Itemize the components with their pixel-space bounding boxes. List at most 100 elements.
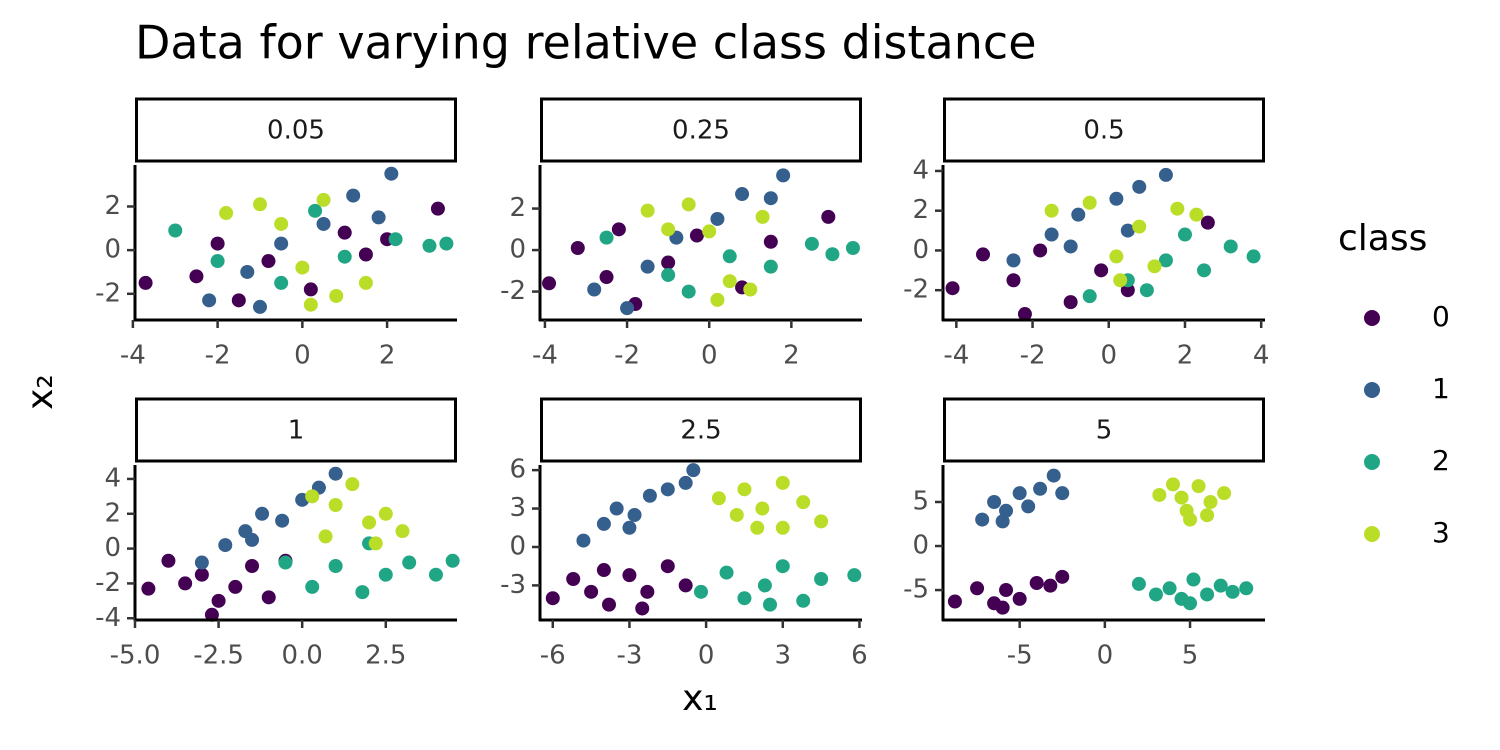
point — [1109, 191, 1124, 206]
point — [999, 503, 1014, 518]
y-tick-label: 0 — [509, 531, 526, 561]
point — [763, 234, 778, 249]
x-tick-label: 5 — [1182, 641, 1199, 671]
x-tick-label: 4 — [1253, 341, 1270, 371]
point — [945, 281, 960, 296]
point — [1012, 591, 1027, 606]
y-tick-label: 2 — [104, 191, 121, 221]
point — [219, 206, 234, 221]
point — [278, 555, 293, 570]
point — [194, 555, 209, 570]
point — [1152, 487, 1167, 502]
point — [1158, 253, 1173, 268]
point — [274, 236, 289, 251]
point — [947, 594, 962, 609]
point — [775, 520, 790, 535]
x-tick-label: -2 — [205, 341, 231, 371]
point — [378, 506, 393, 521]
point — [599, 270, 614, 285]
y-tick-label: 0 — [509, 235, 526, 265]
point — [211, 593, 226, 608]
y-tick-label: -4 — [95, 603, 121, 633]
point — [161, 553, 176, 568]
point — [640, 259, 655, 274]
point — [1147, 259, 1162, 274]
point — [743, 282, 758, 297]
strip — [540, 397, 862, 463]
point — [303, 282, 318, 297]
point — [737, 482, 752, 497]
point — [678, 475, 693, 490]
point — [689, 228, 704, 243]
point — [1174, 490, 1189, 505]
point — [660, 559, 675, 574]
legend-swatch — [1364, 454, 1380, 470]
point — [814, 514, 829, 529]
y-tick-label: 0 — [104, 533, 121, 563]
point — [776, 168, 791, 183]
point — [1055, 486, 1070, 501]
point — [970, 581, 985, 596]
point — [735, 187, 750, 202]
point — [635, 601, 650, 616]
point — [274, 275, 289, 290]
point — [1200, 215, 1215, 230]
point — [1012, 486, 1027, 501]
point — [384, 166, 399, 181]
point — [681, 197, 696, 212]
point — [584, 584, 599, 599]
strip-label: 2.5 — [680, 416, 721, 446]
point — [1044, 227, 1059, 242]
point — [999, 583, 1014, 598]
point — [622, 520, 637, 535]
y-tick-label: -2 — [95, 568, 121, 598]
point — [1044, 203, 1059, 218]
point — [722, 249, 737, 264]
strip — [943, 397, 1265, 463]
point — [681, 284, 696, 299]
point — [660, 482, 675, 497]
point — [1082, 289, 1097, 304]
point — [231, 293, 246, 308]
point — [252, 197, 267, 212]
point — [640, 203, 655, 218]
point — [763, 259, 778, 274]
chart-title: Data for varying relative class distance — [135, 16, 1037, 70]
point — [710, 211, 725, 226]
legend-label: 2 — [1432, 444, 1450, 477]
strip-label: 0.5 — [1083, 116, 1124, 146]
strip — [540, 97, 862, 163]
point — [775, 559, 790, 574]
point — [1189, 207, 1204, 222]
point — [202, 293, 217, 308]
point — [750, 520, 765, 535]
strip — [135, 97, 457, 163]
point — [975, 512, 990, 527]
y-tick-label: 2 — [912, 195, 929, 225]
point — [318, 529, 333, 544]
x-tick-label: 2 — [1177, 341, 1194, 371]
point — [1063, 239, 1078, 254]
point — [1063, 295, 1078, 310]
point — [1109, 249, 1124, 264]
point — [845, 240, 860, 255]
legend-label: 3 — [1432, 516, 1450, 549]
point — [1166, 477, 1180, 492]
point — [1177, 227, 1192, 242]
point — [1217, 486, 1232, 501]
point — [305, 489, 320, 504]
y-tick-label: 6 — [509, 455, 526, 485]
point — [345, 477, 360, 492]
point — [847, 568, 862, 583]
point — [178, 576, 193, 591]
legend-label: 1 — [1432, 372, 1450, 405]
point — [995, 600, 1010, 615]
point — [245, 532, 260, 547]
point — [1203, 494, 1218, 509]
point — [722, 274, 737, 289]
point — [702, 224, 717, 239]
x-tick-label: -4 — [532, 341, 558, 371]
point — [620, 301, 635, 316]
strip — [943, 97, 1265, 163]
point — [602, 597, 616, 612]
